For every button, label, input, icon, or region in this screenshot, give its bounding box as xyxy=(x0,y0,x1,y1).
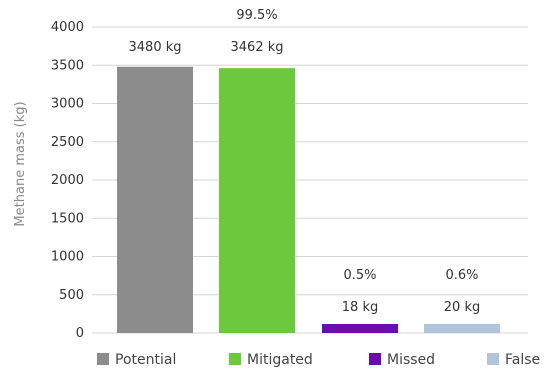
percent-label-false: 0.6% xyxy=(445,268,478,283)
bar-false xyxy=(424,324,500,333)
y-tick-label: 2000 xyxy=(51,173,84,188)
value-label-mitigated: 3462 kg xyxy=(231,40,284,55)
legend-item-potential: Potential xyxy=(97,352,176,368)
bar-potential xyxy=(117,66,193,333)
y-tick-label: 3000 xyxy=(51,97,84,112)
y-tick-label: 3500 xyxy=(51,58,84,73)
percent-label-missed: 0.5% xyxy=(343,268,376,283)
y-tick-label: 1500 xyxy=(51,211,84,226)
bar-missed xyxy=(322,324,398,333)
y-tick-label: 1000 xyxy=(51,250,84,265)
legend: Potential Mitigated Missed False xyxy=(97,352,540,368)
y-tick-label: 0 xyxy=(76,326,84,341)
bars xyxy=(117,66,500,334)
legend-item-mitigated: Mitigated xyxy=(229,352,313,368)
legend-item-missed: Missed xyxy=(369,352,435,368)
bar-labels: 3480 kg 3462 kg 99.5% 18 kg 0.5% 20 kg 0.6% xyxy=(129,8,481,315)
legend-label: Missed xyxy=(387,352,435,368)
legend-label: False xyxy=(505,352,540,368)
value-label-missed: 18 kg xyxy=(342,300,378,315)
legend-label: Potential xyxy=(115,352,176,368)
y-tick-label: 4000 xyxy=(51,20,84,35)
value-label-false: 20 kg xyxy=(444,300,480,315)
legend-swatch xyxy=(369,353,381,365)
y-axis-ticks: 0 500 1000 1500 2000 2500 3000 3500 4000 xyxy=(51,20,84,341)
legend-label: Mitigated xyxy=(247,352,313,368)
percent-label-mitigated: 99.5% xyxy=(236,8,277,23)
y-tick-label: 2500 xyxy=(51,135,84,150)
legend-swatch xyxy=(229,353,241,365)
value-label-potential: 3480 kg xyxy=(129,40,182,55)
bar-mitigated xyxy=(219,68,295,334)
legend-swatch xyxy=(97,353,109,365)
legend-item-false: False xyxy=(487,352,540,368)
y-axis-title: Methane mass (kg) xyxy=(13,101,28,226)
y-tick-label: 500 xyxy=(59,288,84,303)
legend-swatch xyxy=(487,353,499,365)
